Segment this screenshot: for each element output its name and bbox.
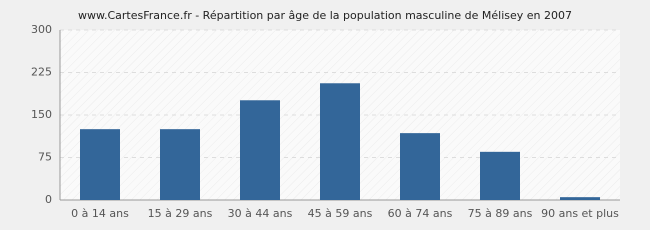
chart-title: www.CartesFrance.fr - Répartition par âg… bbox=[78, 9, 572, 22]
bar bbox=[400, 133, 440, 200]
chart: www.CartesFrance.fr - Répartition par âg… bbox=[0, 0, 650, 230]
y-tick-label: 150 bbox=[31, 108, 52, 121]
x-tick-label: 15 à 29 ans bbox=[148, 207, 213, 220]
y-tick-label: 225 bbox=[31, 66, 52, 79]
bar bbox=[320, 83, 360, 200]
y-tick-label: 300 bbox=[31, 23, 52, 36]
y-tick-label: 75 bbox=[38, 151, 52, 164]
bar bbox=[560, 197, 600, 200]
bar bbox=[240, 100, 280, 200]
y-tick-label: 0 bbox=[45, 193, 52, 206]
x-tick-label: 30 à 44 ans bbox=[228, 207, 293, 220]
x-tick-label: 45 à 59 ans bbox=[308, 207, 373, 220]
x-tick-label: 75 à 89 ans bbox=[468, 207, 533, 220]
bar bbox=[160, 129, 200, 200]
x-tick-label: 0 à 14 ans bbox=[71, 207, 129, 220]
x-tick-label: 90 ans et plus bbox=[541, 207, 619, 220]
bar bbox=[480, 151, 520, 200]
bar bbox=[80, 129, 120, 200]
x-tick-label: 60 à 74 ans bbox=[388, 207, 453, 220]
